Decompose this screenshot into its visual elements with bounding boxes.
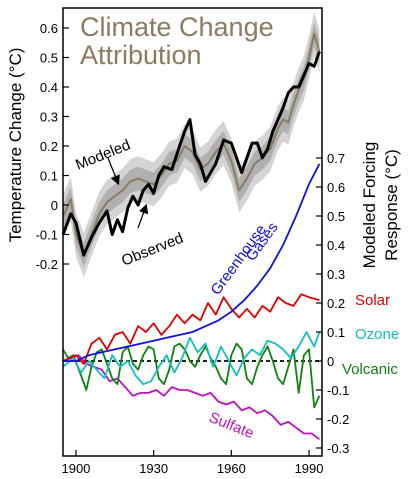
series-line-greenhouse-gases [63,163,321,362]
x-tick-label: 1960 [217,461,246,476]
y-right-tick-label: -0.3 [327,441,349,456]
chart-title-line: Attribution [80,40,202,70]
chart-title-line: Climate Change [80,12,274,42]
annotation-observed: Observed [119,230,186,270]
y-right-axis-label-line: Response (°C) [382,149,401,261]
y-right-tick-label: 0.3 [327,267,345,282]
annotation-solar: Solar [355,292,390,309]
y-right-tick-label: -0.2 [327,412,349,427]
y-left-tick-label: 0.5 [40,51,58,66]
y-right-tick-label: -0.1 [327,383,349,398]
modeled-arrow [107,157,120,186]
y-left-tick-label: 0.1 [40,169,58,184]
uncertainty-band-inner [63,22,320,267]
y-right-tick-label: 0.5 [327,209,345,224]
band-layer [63,11,320,278]
series-line-observed [61,51,321,257]
y-left-tick-label: 0 [51,198,58,213]
y-right-tick-label: 0.1 [327,325,345,340]
series-line-modeled [62,32,321,257]
y-right-axis-label-line: Modeled Forcing [360,142,379,269]
annotation-ozone: Ozone [355,326,399,343]
series-line-solar [62,293,320,365]
y-left-tick-label: 0.4 [40,80,58,95]
x-tick-label: 1990 [295,461,324,476]
y-left-axis-label: Temperature Change (°C) [6,48,25,243]
ticks-layer: 1900 1930 1960 1990 0.6 0.5 0.4 0.3 0.2 0.1 0 -0.1 -… [36,21,350,476]
y-right-tick-label: 0.2 [327,296,345,311]
series-line-sulfate [62,354,320,441]
y-left-tick-label: -0.1 [36,228,58,243]
annotation-volcanic: Volcanic [342,361,398,378]
y-right-tick-label: 0 [327,354,334,369]
y-left-tick-label: 0.2 [40,139,58,154]
y-right-tick-label: 0.6 [327,180,345,195]
y-right-tick-label: 0.7 [327,151,345,166]
y-left-tick-label: 0.3 [40,110,58,125]
series-layer [61,32,322,441]
observed-arrow [137,203,149,229]
y-left-tick-label: 0.6 [40,21,58,36]
y-left-tick-label: -0.2 [36,257,58,272]
axis-labels: Temperature Change (°C) Modeled Forcing Re… [6,48,401,269]
series-line-ozone [62,331,321,386]
x-tick-label: 1930 [139,461,168,476]
plot-frame [62,7,323,457]
y-right-tick-label: 0.4 [327,238,345,253]
annotation-sulfate: Sulfate [207,409,257,442]
x-tick-label: 1900 [61,461,90,476]
